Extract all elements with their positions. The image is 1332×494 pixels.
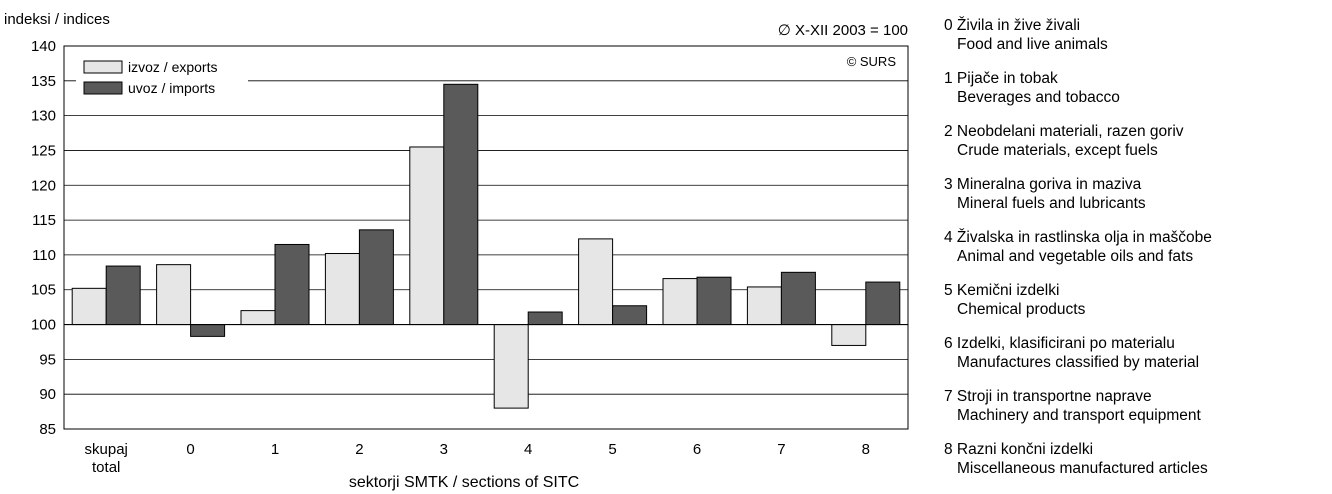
sitc-section-0: 0 Živila in žive živali Food and live ani… xyxy=(944,16,1332,69)
bar-imports xyxy=(190,324,226,337)
sitc-section-en: Mineral fuels and lubricants xyxy=(957,195,1146,212)
x-tick-label: 3 xyxy=(440,441,448,458)
x-tick-label: 1 xyxy=(271,441,279,458)
sitc-section-4: 4 Živalska in rastlinska olja in maščobe… xyxy=(944,228,1332,281)
y-tick-label: 125 xyxy=(31,142,56,159)
sitc-section-en: Crude materials, except fuels xyxy=(957,142,1158,159)
bar-imports xyxy=(443,83,479,326)
bar-exports xyxy=(746,286,782,326)
sitc-section-en: Food and live animals xyxy=(957,36,1108,53)
sitc-section-sl: 4 Živalska in rastlinska olja in maščobe xyxy=(944,229,1212,246)
bar-imports xyxy=(612,305,648,326)
x-tick-label: 8 xyxy=(862,441,870,458)
sitc-section-6: 6 Izdelki, klasificirani po materialu Man… xyxy=(944,334,1332,387)
y-tick-label: 85 xyxy=(39,421,56,438)
sitc-section-en: Miscellaneous manufactured articles xyxy=(957,460,1208,477)
sitc-section-en: Manufactures classified by material xyxy=(957,354,1200,371)
y-tick-label: 115 xyxy=(32,212,56,229)
sitc-section-2: 2 Neobdelani materiali, razen goriv Crude… xyxy=(944,122,1332,175)
sitc-section-8: 8 Razni končni izdelki Miscellaneous manu… xyxy=(944,440,1332,493)
base-period-note: ∅ X-XII 2003 = 100 xyxy=(778,22,908,39)
bar-exports xyxy=(324,253,360,326)
x-tick-label: total xyxy=(92,459,120,476)
sitc-section-en: Animal and vegetable oils and fats xyxy=(957,248,1194,265)
x-tick-label: 4 xyxy=(524,441,532,458)
x-tick-label: 2 xyxy=(355,441,363,458)
bar-exports xyxy=(578,238,614,326)
bar-imports xyxy=(780,271,816,326)
y-tick-label: 105 xyxy=(31,282,56,299)
y-tick-label: 110 xyxy=(32,247,56,264)
sitc-section-en: Chemical products xyxy=(957,301,1086,318)
legend-swatch-exports xyxy=(83,60,123,74)
y-tick-labels: 85 90 95 100 105 110 115 120 125 130 135 140 xyxy=(31,38,56,438)
bar-exports xyxy=(409,146,445,326)
chart-legend: izvoz / exports uvoz / imports xyxy=(76,55,248,98)
bar-imports xyxy=(105,265,141,326)
sitc-sections-legend: 0 Živila in žive živali Food and live ani… xyxy=(944,16,1332,493)
sitc-section-en: Beverages and tobacco xyxy=(957,89,1120,106)
sitc-section-sl: 5 Kemični izdelki xyxy=(944,282,1060,299)
sitc-section-sl: 7 Stroji in transportne naprave xyxy=(944,388,1152,405)
bar-exports xyxy=(240,310,276,326)
plot-frame xyxy=(63,45,909,430)
bar-imports xyxy=(696,276,732,326)
y-tick-label: 100 xyxy=(31,317,56,334)
bar-exports xyxy=(662,278,698,326)
x-tick-label: 0 xyxy=(186,441,194,458)
y-tick-label: 140 xyxy=(31,38,56,55)
legend-label-exports: izvoz / exports xyxy=(128,59,217,75)
sitc-section-sl: 6 Izdelki, klasificirani po materialu xyxy=(944,335,1175,352)
bar-exports xyxy=(71,287,107,326)
x-axis-label: sektorji SMTK / sections of SITC xyxy=(349,474,579,491)
bar-imports xyxy=(358,229,394,326)
y-tick-label: 130 xyxy=(31,108,56,125)
bar-imports xyxy=(527,311,563,326)
y-tick-label: 135 xyxy=(31,73,56,90)
legend-swatch-imports xyxy=(83,81,123,95)
sitc-section-sl: 0 Živila in žive živali xyxy=(944,17,1081,34)
sitc-section-1: 1 Pijače in tobak Beverages and tobacco xyxy=(944,69,1332,122)
bar-exports xyxy=(156,264,192,326)
x-tick-label: skupaj xyxy=(85,441,128,458)
bar-imports xyxy=(865,281,901,326)
x-tick-label: 6 xyxy=(693,441,701,458)
sitc-section-sl: 1 Pijače in tobak xyxy=(944,70,1058,87)
y-tick-label: 90 xyxy=(39,386,56,403)
bar-exports xyxy=(493,324,529,409)
sitc-section-sl: 2 Neobdelani materiali, razen goriv xyxy=(944,123,1184,140)
gridlines xyxy=(64,80,908,395)
sitc-section-en: Machinery and transport equipment xyxy=(957,407,1201,424)
y-axis-label: indeksi / indices xyxy=(4,11,110,28)
copyright-label: © SURS xyxy=(847,54,897,69)
x-tick-label: 5 xyxy=(608,441,616,458)
y-tick-label: 120 xyxy=(31,177,56,194)
sitc-section-sl: 8 Razni končni izdelki xyxy=(944,441,1094,458)
bar-imports xyxy=(274,243,310,326)
legend-label-imports: uvoz / imports xyxy=(128,80,215,96)
sitc-section-3: 3 Mineralna goriva in maziva Mineral fuel… xyxy=(944,175,1332,228)
x-tick-label: 7 xyxy=(777,441,785,458)
sitc-section-5: 5 Kemični izdelki Chemical products xyxy=(944,281,1332,334)
sitc-section-7: 7 Stroji in transportne naprave Machinery… xyxy=(944,387,1332,440)
sitc-section-sl: 3 Mineralna goriva in maziva xyxy=(944,176,1142,193)
bar-exports xyxy=(831,324,867,346)
y-tick-label: 95 xyxy=(39,351,56,368)
